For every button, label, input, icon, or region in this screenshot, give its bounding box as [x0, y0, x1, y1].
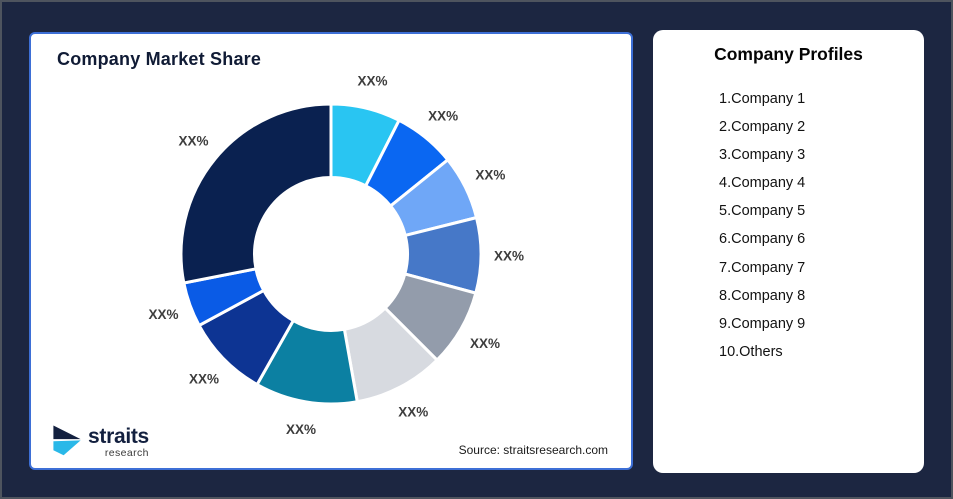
slice-value-label: XX%	[189, 371, 219, 386]
slice-value-label: XX%	[475, 167, 505, 182]
company-profile-item: 6.Company 6	[719, 231, 806, 248]
slice-value-label: XX%	[470, 336, 500, 351]
company-profiles-list: 1.Company 1 2.Company 2 3.Company 3 4.Compa…	[653, 85, 924, 366]
company-profile-item: 8.Company 8	[719, 287, 806, 304]
market-share-card: Company Market Share XX% XX% XX% XX% XX% XX% X…	[29, 32, 633, 470]
slice-value-label: XX%	[494, 248, 524, 263]
slice-value-label: XX%	[398, 405, 428, 420]
slice-value-label: XX%	[428, 109, 458, 124]
logo-text: straits research	[88, 420, 149, 459]
straits-research-logo: straits research	[50, 420, 149, 459]
market-share-donut-chart: XX% XX% XX% XX% XX% XX% XX% XX% XX% XX%	[149, 74, 524, 438]
straits-logo-icon	[53, 425, 81, 456]
chart-title: Company Market Share	[57, 49, 262, 69]
company-profile-item: 3.Company 3	[719, 147, 806, 164]
logo-brand-sub: research	[104, 447, 149, 459]
source-attribution: Source: straitsresearch.com	[458, 443, 608, 457]
company-profile-item: 4.Company 4	[719, 175, 806, 192]
profiles-title: Company Profiles	[714, 44, 863, 64]
logo-brand-name: straits	[88, 425, 149, 448]
slice-value-label: XX%	[149, 307, 179, 322]
company-profiles-card: Company Profiles 1.Company 1 2.Company 2 3…	[653, 30, 924, 473]
donut-slice-others	[179, 102, 333, 285]
slice-value-label: XX%	[286, 422, 316, 437]
company-profile-item: 1.Company 1	[719, 91, 806, 107]
company-profile-item: 7.Company 7	[719, 259, 806, 276]
company-profile-item: 10.Others	[719, 343, 783, 360]
slice-value-label: XX%	[178, 134, 208, 149]
company-profile-item: 2.Company 2	[719, 119, 806, 136]
company-profile-item: 9.Company 9	[719, 315, 806, 332]
slice-value-label: XX%	[358, 74, 388, 89]
company-profile-item: 5.Company 5	[719, 203, 806, 220]
